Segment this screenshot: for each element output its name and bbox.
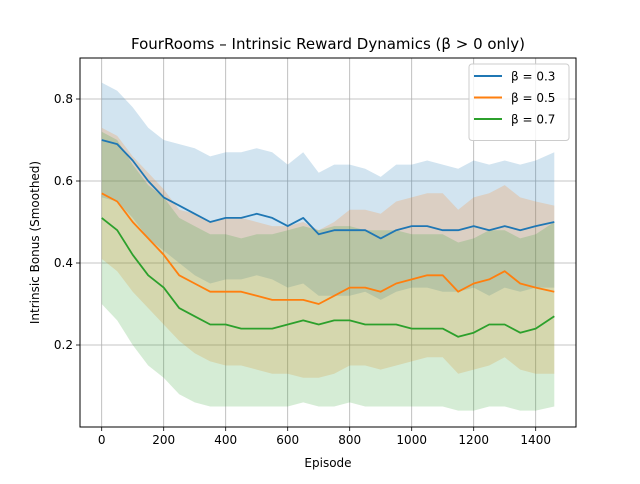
mean-line-series-1 — [101, 139, 555, 240]
x-tick-label: 1200 — [458, 433, 489, 447]
x-tick-label: 800 — [338, 433, 361, 447]
y-tick-label: 0.2 — [54, 338, 73, 352]
mean-line-series-2 — [101, 192, 555, 305]
y-tick-label: 0.4 — [54, 256, 73, 270]
legend-label-series-2: β = 0.5 — [511, 91, 555, 105]
line-layer — [101, 139, 555, 338]
confidence-band-series-2 — [101, 127, 555, 378]
tick-layer: 0 200 400 600 800 1000 1200 1400 0.2 0.4 0.6 0.8 — [54, 92, 551, 447]
legend: β = 0.3 β = 0.5 β = 0.7 — [468, 63, 570, 141]
legend-label-series-3: β = 0.7 — [511, 113, 555, 127]
plot-frame — [79, 57, 577, 428]
confidence-band-series-1 — [101, 82, 555, 300]
x-tick-label: 200 — [152, 433, 175, 447]
legend-label-series-1: β = 0.3 — [511, 70, 555, 84]
y-tick-label: 0.8 — [54, 92, 73, 106]
mean-line-series-3 — [101, 217, 555, 338]
legend-box — [468, 63, 570, 141]
x-tick-label: 0 — [98, 433, 106, 447]
y-axis-label: Intrinsic Bonus (Smoothed) — [28, 161, 42, 324]
x-tick-label: 400 — [214, 433, 237, 447]
x-tick-label: 1400 — [520, 433, 551, 447]
x-axis-label: Episode — [304, 456, 351, 470]
y-tick-label: 0.6 — [54, 174, 73, 188]
chart-title: FourRooms – Intrinsic Reward Dynamics (β… — [131, 35, 525, 53]
band-layer — [101, 82, 555, 411]
x-tick-label: 600 — [276, 433, 299, 447]
x-tick-label: 1000 — [396, 433, 427, 447]
confidence-band-series-3 — [101, 131, 555, 411]
